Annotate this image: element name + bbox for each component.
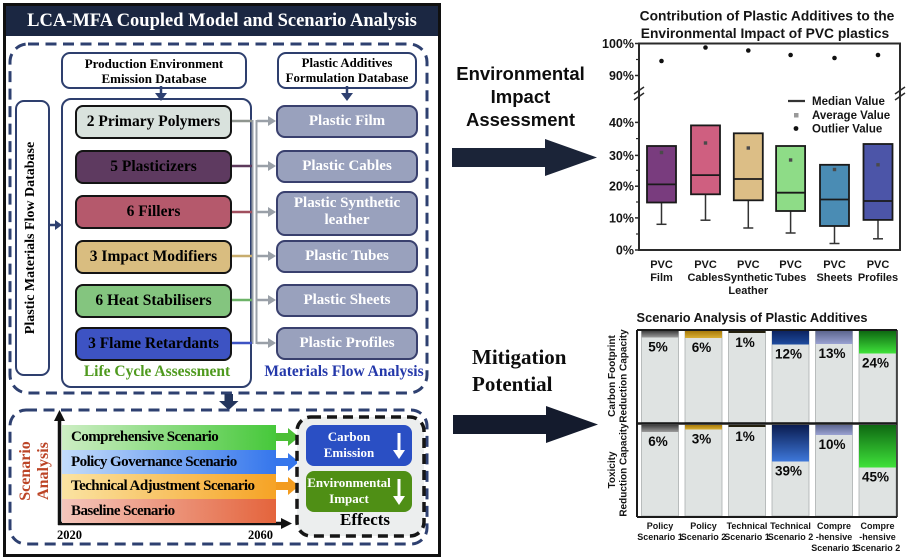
svg-text:3%: 3% (692, 432, 712, 447)
svg-text:30%: 30% (609, 149, 634, 163)
svg-text:10%: 10% (818, 437, 845, 452)
svg-text:0%: 0% (616, 244, 634, 258)
svg-text:6%: 6% (648, 434, 668, 449)
svg-text:Compre: Compre (817, 521, 851, 531)
svg-text:Scenario 1: Scenario 1 (637, 532, 683, 542)
svg-text:12%: 12% (775, 347, 802, 362)
svg-text:40%: 40% (609, 116, 634, 130)
svg-text:Film: Film (650, 272, 673, 284)
svg-text:Scenario 1: Scenario 1 (811, 543, 857, 553)
svg-text:PVC: PVC (867, 259, 890, 271)
svg-text:Leather: Leather (728, 285, 768, 297)
svg-text:Median Value: Median Value (812, 96, 885, 108)
svg-text:Toxicity: Toxicity (607, 451, 618, 488)
svg-text:Environmental Impact of PVC pl: Environmental Impact of PVC plastics (641, 26, 890, 41)
svg-text:Scenario Analysis of Plastic A: Scenario Analysis of Plastic Additives (637, 310, 868, 325)
svg-text:Scenario 2: Scenario 2 (768, 532, 814, 542)
svg-text:Cables: Cables (687, 272, 723, 284)
svg-text:Reduction Capacity: Reduction Capacity (619, 329, 630, 423)
svg-text:90%: 90% (609, 69, 634, 83)
svg-text:Tubes: Tubes (775, 272, 807, 284)
svg-text:5%: 5% (648, 340, 668, 355)
svg-text:Scenario 1: Scenario 1 (724, 532, 770, 542)
svg-text:-hensive: -hensive (816, 532, 853, 542)
svg-text:Policy: Policy (690, 521, 717, 531)
svg-text:Outlier Value: Outlier Value (812, 124, 882, 136)
svg-text:PVC: PVC (823, 259, 846, 271)
svg-text:Scenario 2: Scenario 2 (681, 532, 727, 542)
svg-text:Sheets: Sheets (816, 272, 852, 284)
svg-text:PVC: PVC (779, 259, 802, 271)
svg-text:Profiles: Profiles (858, 272, 898, 284)
svg-text:13%: 13% (818, 346, 845, 361)
svg-text:1%: 1% (735, 429, 755, 444)
svg-text:Scenario 2: Scenario 2 (855, 543, 901, 553)
svg-text:Compre: Compre (860, 521, 894, 531)
svg-text:39%: 39% (775, 464, 802, 479)
svg-text:Policy: Policy (647, 521, 674, 531)
svg-text:PVC: PVC (694, 259, 717, 271)
svg-text:PVC: PVC (737, 259, 760, 271)
svg-text:Carbon Footprint: Carbon Footprint (607, 335, 618, 417)
svg-text:Contribution of Plastic Additi: Contribution of Plastic Additives to the (640, 9, 895, 24)
svg-text:Technical: Technical (727, 521, 768, 531)
svg-text:Reduction Capacity: Reduction Capacity (619, 423, 630, 517)
svg-text:Average Value: Average Value (812, 110, 890, 122)
svg-text:1%: 1% (735, 335, 755, 350)
svg-text:10%: 10% (609, 211, 634, 225)
svg-text:-hensive: -hensive (859, 532, 896, 542)
svg-text:Technical: Technical (770, 521, 811, 531)
svg-text:45%: 45% (862, 470, 889, 485)
svg-text:100%: 100% (602, 37, 634, 51)
svg-text:Synthetic: Synthetic (724, 272, 774, 284)
svg-text:6%: 6% (692, 340, 712, 355)
svg-text:20%: 20% (609, 180, 634, 194)
svg-text:PVC: PVC (650, 259, 673, 271)
svg-text:24%: 24% (862, 356, 889, 371)
